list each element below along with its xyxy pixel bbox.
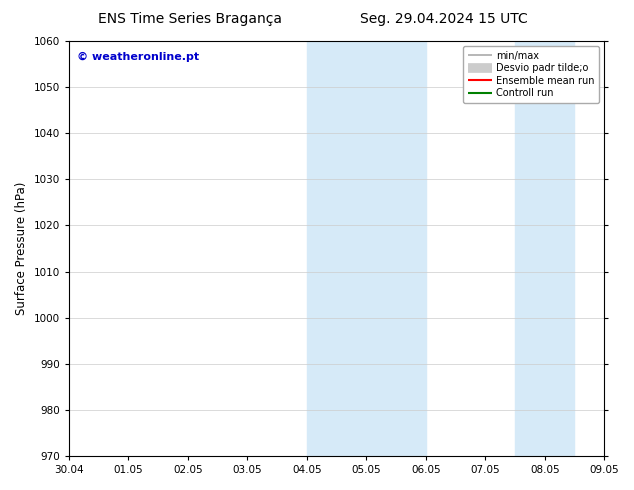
Legend: min/max, Desvio padr tilde;o, Ensemble mean run, Controll run: min/max, Desvio padr tilde;o, Ensemble m…: [463, 46, 599, 103]
Bar: [366, 41, 426, 456]
Text: Seg. 29.04.2024 15 UTC: Seg. 29.04.2024 15 UTC: [360, 12, 527, 26]
Y-axis label: Surface Pressure (hPa): Surface Pressure (hPa): [15, 182, 28, 315]
Bar: [515, 41, 574, 456]
Text: © weatheronline.pt: © weatheronline.pt: [77, 51, 199, 62]
Bar: [307, 41, 366, 456]
Text: ENS Time Series Bragança: ENS Time Series Bragança: [98, 12, 282, 26]
